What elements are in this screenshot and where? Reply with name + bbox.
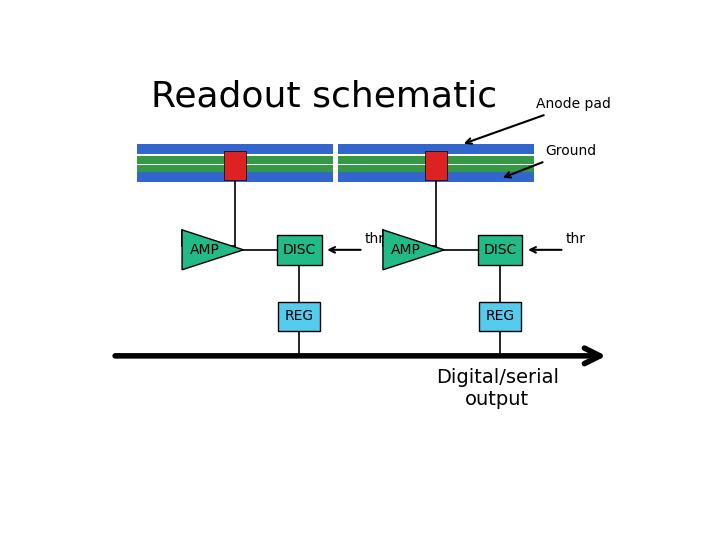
Text: Ground: Ground — [505, 144, 596, 178]
Polygon shape — [182, 230, 243, 270]
Bar — [480, 302, 521, 331]
Bar — [425, 151, 447, 180]
Bar — [338, 144, 534, 154]
Text: thr: thr — [566, 232, 586, 246]
Text: Anode pad: Anode pad — [466, 97, 611, 144]
Bar — [138, 156, 333, 164]
Text: REG: REG — [284, 309, 314, 323]
Bar — [279, 302, 320, 331]
Bar — [224, 151, 246, 180]
Text: AMP: AMP — [391, 243, 421, 257]
Text: thr: thr — [365, 232, 385, 246]
Text: REG: REG — [485, 309, 515, 323]
Bar — [338, 165, 534, 173]
Text: Readout schematic: Readout schematic — [151, 79, 498, 113]
Bar — [478, 235, 523, 265]
Bar — [338, 172, 534, 182]
Polygon shape — [383, 230, 444, 270]
Bar — [138, 144, 333, 154]
Bar — [138, 165, 333, 173]
Bar — [277, 235, 322, 265]
Text: Digital/serial
output: Digital/serial output — [436, 368, 559, 409]
Bar — [338, 156, 534, 164]
Bar — [138, 172, 333, 182]
Text: DISC: DISC — [484, 243, 517, 257]
Text: AMP: AMP — [190, 243, 220, 257]
Text: DISC: DISC — [283, 243, 316, 257]
